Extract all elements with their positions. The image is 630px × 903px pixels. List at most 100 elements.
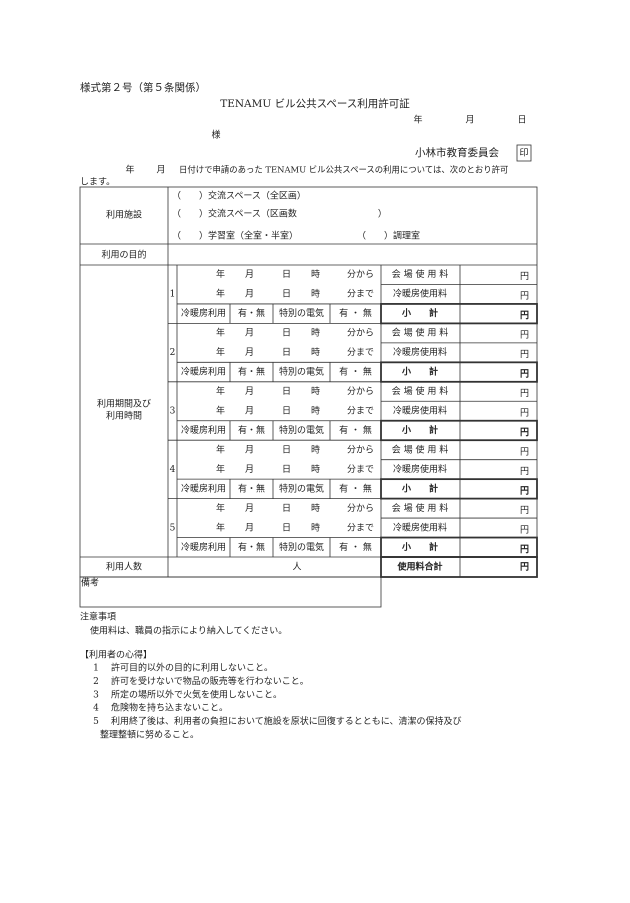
end-part: 分まで [347, 406, 374, 417]
start-part: 月 [245, 328, 254, 339]
electric-choice: 有 ・ 無 [339, 307, 372, 319]
start-part: 日 [282, 386, 291, 397]
ac-choice: 有・無 [238, 424, 265, 436]
fee-unit: 円 [520, 291, 529, 302]
facility-option: （ ）交流スペース（区画数 ） [172, 208, 387, 220]
date-part: 月 [465, 115, 474, 126]
start-part: 時 [311, 386, 320, 397]
start-part: 年 [216, 443, 225, 455]
start-part: 時 [311, 444, 320, 455]
rule-number: 4 [93, 704, 99, 714]
end-part: 分まで [347, 522, 374, 533]
electric-label: 特別の電気 [279, 366, 324, 378]
cell-border [380, 556, 538, 578]
subtotal-unit: 円 [520, 369, 529, 380]
notes-heading: 注意事項 [80, 611, 116, 623]
end-part: 月 [245, 347, 254, 358]
fee-label: 冷暖房使用料 [393, 288, 447, 300]
end-part: 時 [311, 464, 320, 475]
rule-number: 5 [93, 717, 99, 727]
rule-number: 1 [93, 664, 99, 674]
fee-unit: 円 [520, 388, 529, 399]
subtotal-unit: 円 [520, 544, 529, 555]
fee-unit: 円 [520, 466, 529, 477]
end-part: 日 [282, 464, 291, 475]
end-part: 日 [282, 406, 291, 417]
total-unit: 円 [520, 562, 529, 573]
electric-choice: 有 ・ 無 [339, 482, 372, 494]
start-part: 分から [347, 386, 374, 397]
end-part: 日 [282, 289, 291, 300]
fee-unit: 円 [520, 408, 529, 419]
start-part: 日 [282, 269, 291, 280]
fee-label: 会 場 使 用 料 [392, 327, 448, 339]
start-part: 分から [347, 269, 374, 280]
fee-label: 冷暖房使用料 [393, 346, 447, 358]
form-title: TENAMU ビル公共スペース利用許可証 [220, 97, 410, 110]
period-number: 5 [170, 523, 176, 533]
rule-text: 所定の場所以外で火気を使用しないこと。 [111, 688, 282, 700]
notes-text: 使用料は、職員の指示により納入してください。 [90, 625, 287, 637]
fee-label: 会 場 使 用 料 [392, 385, 448, 397]
cell-border [516, 144, 532, 162]
end-part: 年 [216, 346, 225, 358]
fee-label: 会 場 使 用 料 [392, 268, 448, 280]
rules-heading: 【利用者の心得】 [80, 649, 152, 661]
start-part: 日 [282, 444, 291, 455]
ac-choice: 有・無 [238, 307, 265, 319]
fee-label: 会 場 使 用 料 [392, 502, 448, 514]
start-part: 日 [282, 503, 291, 514]
end-part: 分まで [347, 347, 374, 358]
start-part: 月 [245, 269, 254, 280]
cell-border [79, 576, 382, 608]
date-part: 日 [517, 115, 526, 126]
date-part: 年 [413, 114, 422, 126]
start-part: 時 [311, 328, 320, 339]
ac-use-label: 冷暖房利用 [181, 307, 226, 319]
rule-number: 2 [93, 677, 99, 687]
end-part: 年 [216, 288, 225, 300]
rule-text: 利用終了後は、利用者の負担において施設を原状に回復するとともに、清潔の保持及び [111, 715, 461, 727]
subtotal-label: 小 計 [401, 424, 438, 436]
row-label: 利用の目的 [101, 249, 146, 261]
facility-option: （ ）交流スペース（全区画） [172, 190, 306, 202]
intro-date-part: 月 [156, 165, 165, 176]
end-part: 年 [216, 521, 225, 533]
fee-unit: 円 [520, 330, 529, 341]
ac-choice: 有・無 [238, 482, 265, 494]
intro-date-part: 年 [125, 164, 134, 176]
total-label: 使用料合計 [396, 561, 442, 573]
facility-option: （ ）学習室（全室・半室） [172, 230, 298, 242]
start-part: 分から [347, 444, 374, 455]
intro-text: します。 [80, 177, 115, 188]
fee-unit: 円 [520, 524, 529, 535]
rule-text: 整理整頓に努めること。 [100, 729, 199, 741]
remarks-label: 備考 [81, 577, 99, 589]
start-part: 年 [216, 327, 225, 339]
period-number: 4 [170, 465, 176, 475]
rule-number: 3 [93, 690, 99, 700]
fee-unit: 円 [520, 505, 529, 516]
issuer: 小林市教育委員会 [415, 146, 499, 159]
electric-label: 特別の電気 [279, 424, 324, 436]
ac-use-label: 冷暖房利用 [181, 424, 226, 436]
row-label: 利用人数 [106, 561, 142, 573]
subtotal-unit: 円 [520, 427, 529, 438]
end-part: 時 [311, 289, 320, 300]
rule-text: 危険物を持ち込まないこと。 [111, 702, 228, 714]
end-part: 年 [216, 463, 225, 475]
intro-text: 日付けで申請のあった TENAMU ビル公共スペースの利用については、次のとおり… [179, 165, 508, 175]
fee-label: 会 場 使 用 料 [392, 443, 448, 455]
fee-label: 冷暖房使用料 [393, 405, 447, 417]
people-unit: 人 [292, 562, 301, 573]
ac-choice: 有・無 [238, 366, 265, 378]
end-part: 時 [311, 522, 320, 533]
electric-label: 特別の電気 [279, 307, 324, 319]
seal: 印 [519, 147, 528, 159]
electric-choice: 有 ・ 無 [339, 541, 372, 553]
start-part: 月 [245, 386, 254, 397]
start-part: 月 [245, 503, 254, 514]
end-part: 分まで [347, 464, 374, 475]
rule-text: 許可目的以外の目的に利用しないこと。 [111, 662, 273, 674]
subtotal-label: 小 計 [401, 366, 438, 378]
